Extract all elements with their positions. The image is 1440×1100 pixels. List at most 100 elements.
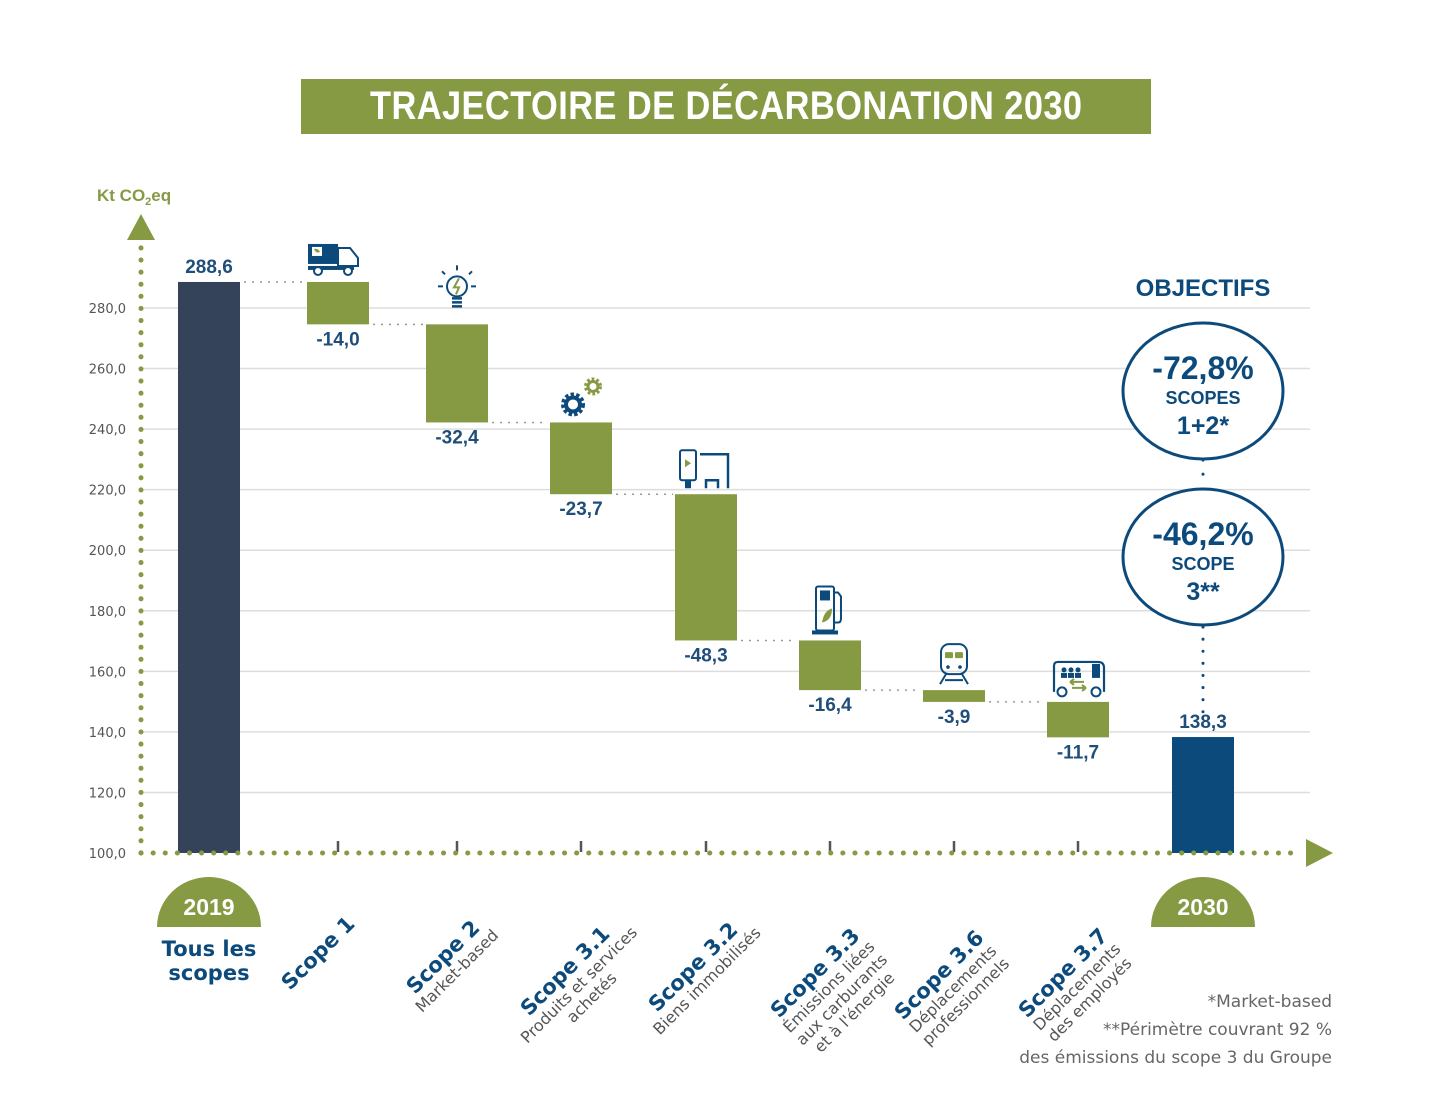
truck-chassis: [308, 265, 354, 270]
y-tick-label: 180,0: [89, 605, 126, 620]
objective-ellipse: [1121, 487, 1285, 627]
play: [685, 459, 691, 468]
category-label-2019: scopes: [168, 961, 249, 985]
objective-ellipse: [1121, 321, 1285, 461]
billboard-bench-icon: [679, 449, 730, 489]
wheel: [1090, 686, 1102, 698]
value-label-scope31: -23,7: [559, 499, 602, 520]
bar-scope2: [426, 324, 488, 423]
value-label-scope2: -32,4: [435, 427, 479, 448]
wheel: [1056, 686, 1068, 698]
gear-large-ring: [564, 395, 582, 414]
objective-percent: -46,2%: [1152, 516, 1253, 552]
y-tick-label: 260,0: [89, 363, 126, 378]
year-badge-2030: [1151, 877, 1255, 927]
y-tick-label: 140,0: [89, 726, 126, 741]
billboard-post: [685, 480, 691, 489]
lightbulb-icon: [438, 265, 476, 308]
passenger: [1075, 672, 1081, 678]
rails: [939, 673, 969, 685]
bolt: [452, 277, 461, 295]
objective-scope-number: 3**: [1186, 578, 1220, 606]
objectives-title: OBJECTIFS: [1136, 275, 1271, 302]
passenger: [1061, 672, 1067, 678]
fuel-pump-icon: [812, 585, 842, 635]
value-label-scope33: -16,4: [808, 695, 852, 716]
value-label-2019: 288,6: [185, 257, 233, 278]
y-tick-label: 280,0: [89, 302, 126, 317]
footnote-1: *Market-based: [1207, 992, 1332, 1012]
value-label-scope1: -14,0: [316, 329, 359, 350]
shelter: [700, 452, 730, 489]
driver-window: [1092, 663, 1100, 678]
y-axis-arrow-icon: [127, 214, 155, 240]
footnote-3: des émissions du scope 3 du Groupe: [1019, 1048, 1332, 1068]
window: [955, 652, 963, 659]
wheel: [313, 265, 323, 276]
bulb: [446, 275, 468, 298]
objective-scope-number: 1+2*: [1177, 412, 1229, 440]
footnote-2: **Périmètre couvrant 92 %: [1102, 1020, 1332, 1040]
wheel: [343, 265, 353, 276]
bar-2030: [1172, 737, 1234, 853]
x-axis-arrow-icon: [1306, 839, 1333, 867]
value-label-scope32: -48,3: [684, 645, 727, 666]
bar-scope36: [923, 690, 985, 702]
passenger: [1075, 667, 1081, 673]
truck-cab: [337, 246, 359, 267]
year-badge-2030-label: 2030: [1177, 894, 1228, 920]
y-tick-label: 220,0: [89, 484, 126, 499]
bar-scope32: [675, 494, 737, 641]
y-axis-unit-label: Kt CO2eq: [97, 186, 171, 208]
category-label-scope1: Scope 1: [277, 912, 360, 995]
value-label-2030: 138,3: [1179, 712, 1227, 733]
objective-percent: -72,8%: [1152, 350, 1253, 386]
bar-scope33: [799, 640, 861, 691]
gear-small: [584, 377, 602, 396]
train-body: [940, 643, 968, 676]
gear-small-ring: [586, 379, 600, 393]
window: [945, 652, 953, 659]
bar-scope31: [550, 422, 612, 495]
bus-body: [1052, 660, 1106, 692]
light: [946, 665, 950, 669]
bench: [704, 478, 720, 489]
passenger: [1068, 667, 1074, 673]
chart-title-banner: TRAJECTOIRE DE DÉCARBONATION 2030: [301, 79, 1151, 134]
objective-scope-label: SCOPES: [1165, 388, 1240, 408]
year-badge-2019: [157, 877, 261, 927]
value-label-scope36: -3,9: [938, 707, 971, 728]
passenger: [1061, 667, 1067, 673]
bar-scope1: [307, 281, 369, 325]
ray: [468, 270, 473, 276]
pump-screen: [820, 590, 830, 601]
leaf: [822, 608, 832, 623]
truck-icon: [308, 243, 359, 276]
y-tick-label: 160,0: [89, 665, 126, 680]
light: [958, 665, 962, 669]
y-tick-label: 100,0: [89, 847, 126, 862]
passenger: [1068, 672, 1074, 678]
objective-scope-label: SCOPE: [1171, 554, 1234, 574]
category-title: Scope 1: [277, 912, 360, 995]
pump-base: [812, 630, 838, 635]
year-badge-2019-label: 2019: [183, 894, 234, 920]
bar-2019: [178, 281, 240, 853]
shuttle-bus-icon: [1052, 660, 1106, 698]
nozzle: [834, 591, 842, 624]
y-tick-label: 240,0: [89, 423, 126, 438]
chart-title: TRAJECTOIRE DE DÉCARBONATION 2030: [369, 84, 1083, 128]
value-label-scope37: -11,7: [1057, 742, 1099, 763]
category-label-2019: Tous les: [162, 937, 257, 961]
gears-icon: [561, 377, 602, 417]
leaf: [314, 248, 320, 253]
ray: [441, 270, 446, 276]
bar-scope37: [1047, 701, 1109, 738]
y-tick-label: 120,0: [89, 786, 126, 801]
